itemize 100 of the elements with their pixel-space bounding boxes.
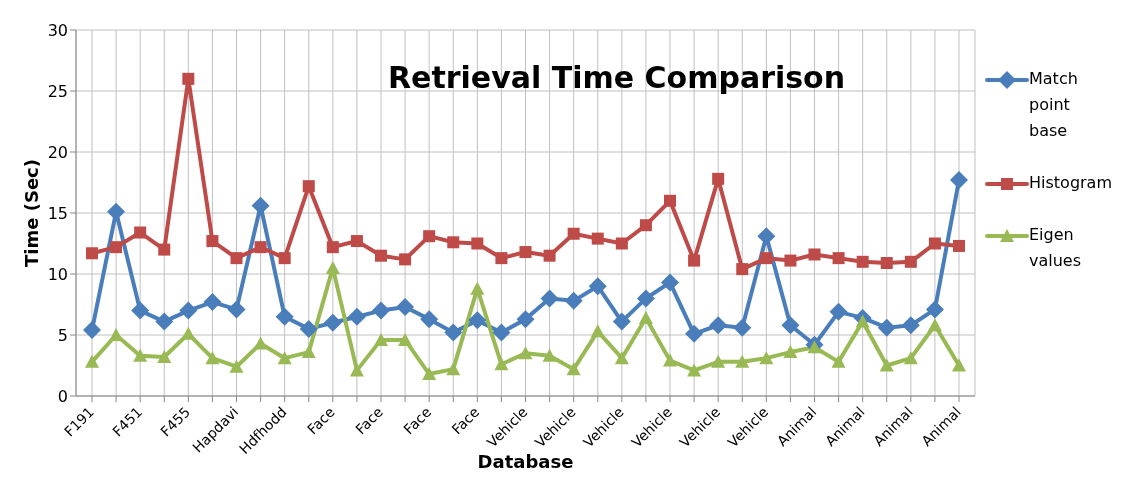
point (301, 345, 316, 359)
point (832, 252, 845, 265)
y-tick-label: 20 (47, 142, 68, 162)
point (950, 171, 968, 190)
point (179, 301, 198, 320)
point (591, 232, 604, 245)
point (468, 311, 487, 330)
point (540, 289, 559, 308)
point (927, 318, 942, 332)
y-tick-label: 30 (47, 20, 68, 40)
y-tick-label: 25 (47, 81, 68, 101)
point (155, 312, 174, 331)
point (879, 358, 894, 372)
point (638, 310, 653, 324)
point (229, 359, 244, 373)
point (495, 252, 508, 265)
point (396, 297, 415, 316)
point (615, 237, 628, 250)
legend-label: Histogram (1029, 172, 1112, 194)
point (831, 354, 846, 368)
point (636, 289, 655, 308)
point (928, 237, 941, 250)
point (277, 351, 292, 365)
point (612, 312, 631, 331)
point (663, 353, 677, 367)
point (347, 307, 366, 326)
y-tick-label: 10 (47, 264, 68, 284)
point (86, 247, 98, 260)
point (664, 194, 676, 207)
point (760, 252, 773, 265)
point (709, 316, 728, 335)
point (399, 253, 412, 266)
point (254, 241, 267, 254)
point (494, 357, 509, 371)
point (783, 345, 798, 359)
y-tick-label: 15 (47, 203, 68, 223)
point (420, 310, 439, 329)
point (904, 255, 917, 268)
point (711, 354, 726, 368)
point (227, 300, 246, 319)
point (687, 363, 702, 377)
point (880, 257, 893, 270)
point (590, 324, 605, 338)
point (784, 254, 797, 267)
point (925, 300, 944, 319)
point (542, 348, 557, 362)
point (829, 302, 848, 321)
y-axis-title: Time (Sec) (21, 159, 43, 267)
point (398, 332, 413, 346)
point (299, 319, 318, 338)
point (588, 277, 607, 296)
point (374, 332, 388, 346)
point (733, 318, 752, 337)
point (759, 351, 774, 365)
point (781, 316, 800, 335)
point (471, 237, 484, 250)
point (131, 301, 150, 320)
point (470, 281, 485, 295)
point (566, 362, 581, 376)
point (423, 230, 436, 243)
point (567, 227, 580, 240)
point (350, 235, 363, 248)
point (516, 310, 535, 329)
point (712, 172, 725, 185)
point (375, 249, 387, 262)
point (877, 318, 896, 337)
legend-label: Match point base (1029, 68, 1079, 142)
y-tick-label: 5 (57, 325, 68, 345)
point (205, 351, 220, 365)
point (302, 180, 315, 193)
point (856, 255, 869, 268)
y-tick-label: 0 (57, 386, 68, 406)
legend-label: Eigen values (1029, 224, 1083, 272)
point (422, 367, 437, 381)
point (278, 252, 291, 265)
point (688, 254, 701, 267)
point (639, 219, 652, 232)
point (157, 349, 172, 363)
point (85, 354, 99, 368)
point (757, 227, 776, 246)
point (492, 323, 511, 342)
point (182, 72, 195, 85)
point (110, 241, 123, 254)
point (133, 348, 148, 362)
point (325, 260, 340, 274)
point (518, 346, 533, 360)
point (543, 249, 556, 262)
point (323, 313, 342, 332)
point (855, 314, 870, 328)
point (661, 273, 679, 292)
point (614, 351, 629, 365)
point (206, 235, 219, 248)
point (83, 321, 101, 340)
point (444, 323, 463, 342)
point (447, 236, 460, 249)
point (736, 263, 749, 276)
point (807, 340, 822, 354)
point (134, 226, 147, 239)
point (901, 316, 920, 335)
text: Retrieval Time Comparison (388, 60, 846, 95)
